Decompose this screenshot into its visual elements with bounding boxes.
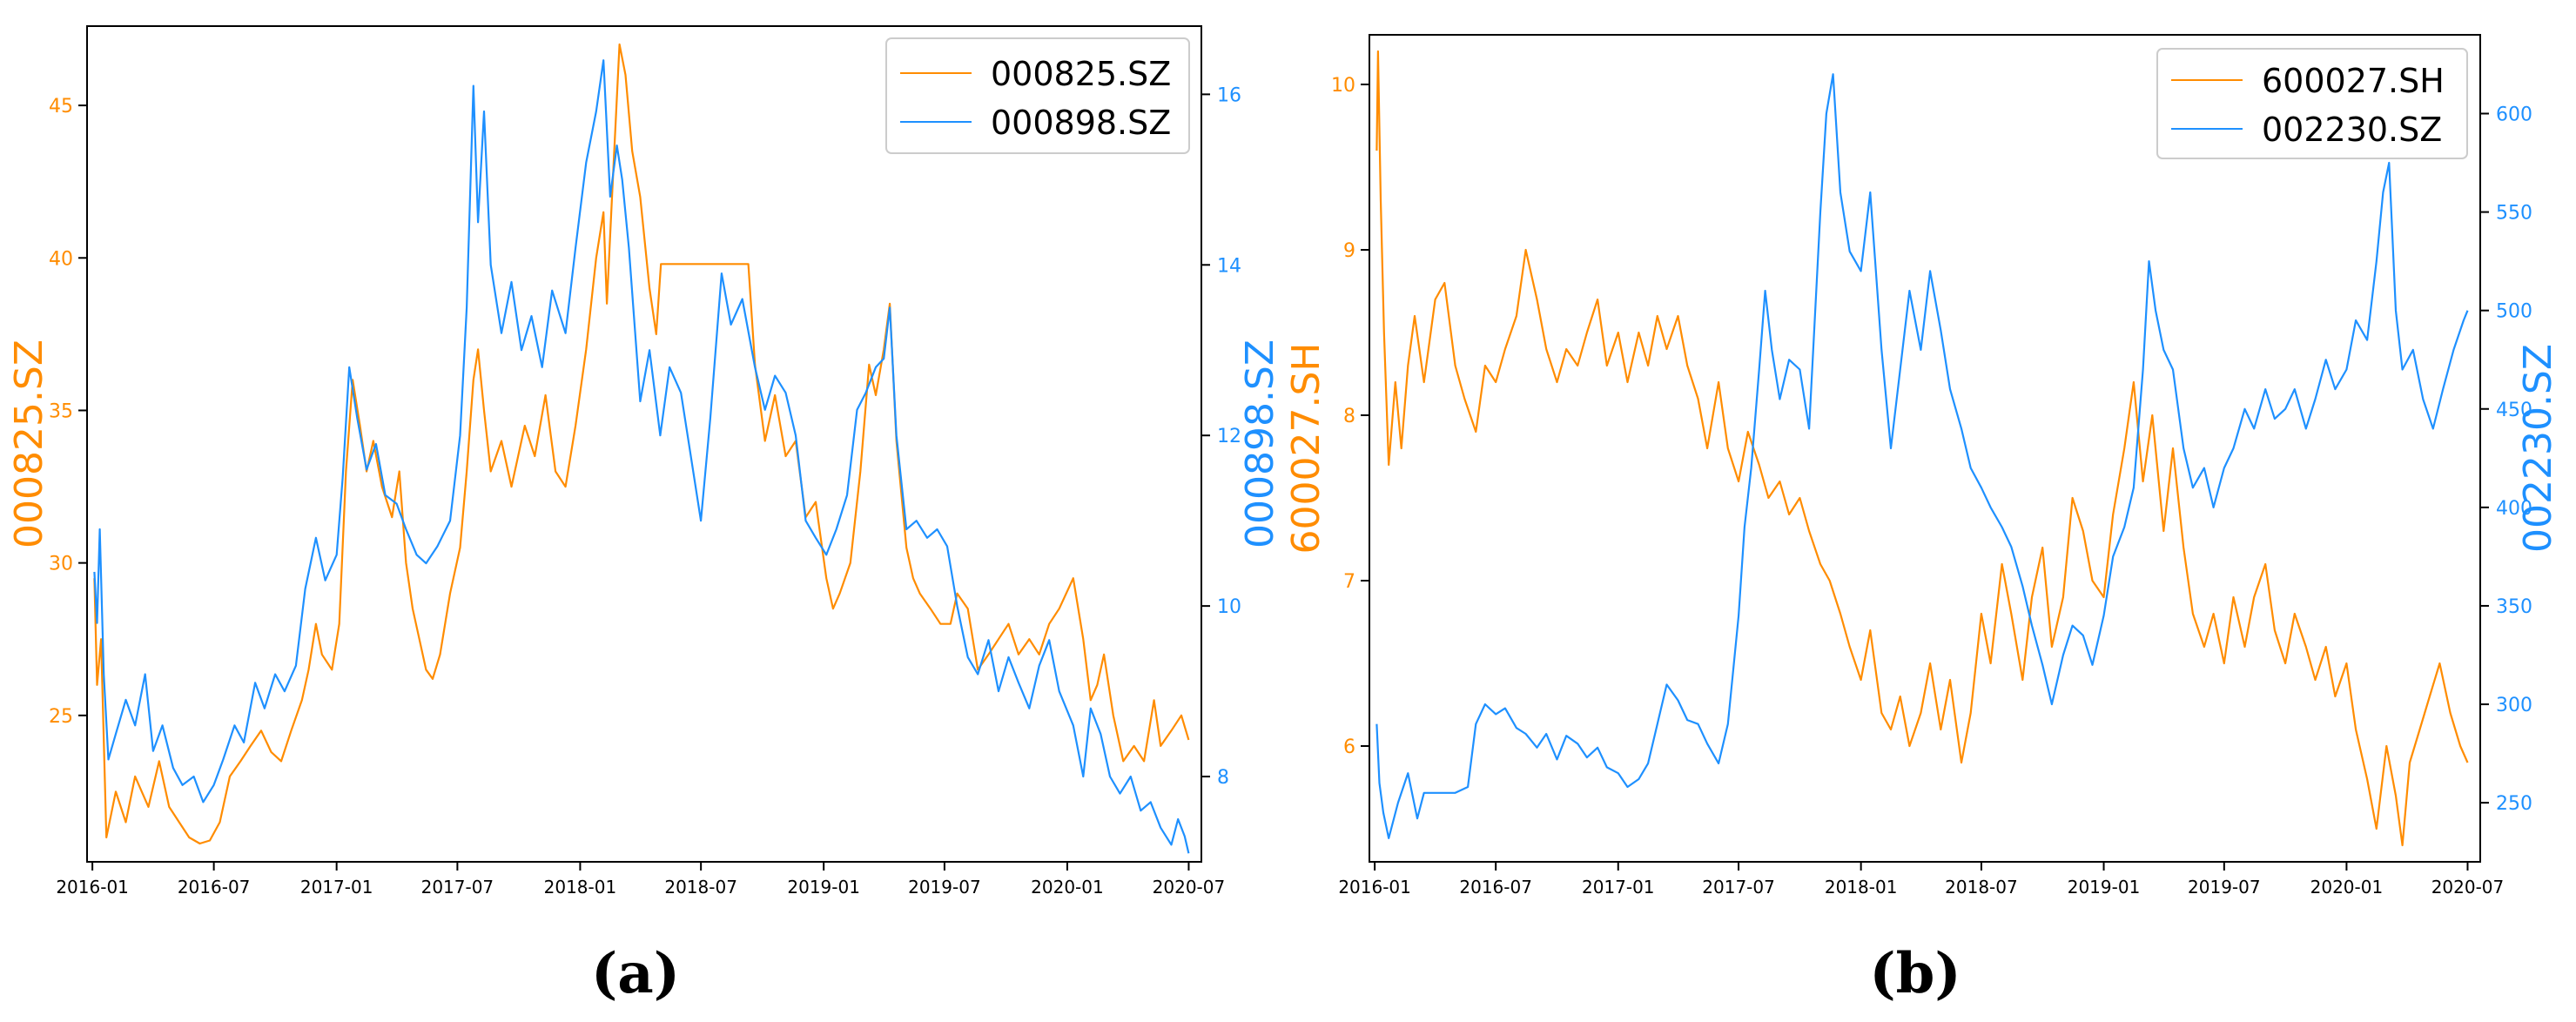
y-axis-left-label-a: 000825.SZ — [7, 340, 51, 548]
x-tick-label: 2016-01 — [1338, 877, 1411, 898]
y-right-tick-label: 450 — [2496, 400, 2532, 421]
series-lines-b — [1375, 50, 2469, 847]
x-tick-label: 2016-01 — [56, 877, 129, 898]
legend-box-b — [2156, 48, 2468, 159]
x-tick-label: 2018-07 — [664, 877, 737, 898]
y-right-tick-label: 400 — [2496, 498, 2532, 520]
x-tick-label: 2017-07 — [1702, 877, 1775, 898]
y-left-tick-label: 9 — [1343, 240, 1355, 262]
legend-b: 600027.SH 002230.SZ — [2156, 48, 2468, 159]
y-left-tick-label: 40 — [49, 248, 73, 270]
y-right-tick-label: 16 — [1217, 84, 1241, 106]
x-axis-a: 2016-01 2016-07 2017-01 2017-07 2018-01 2018-… — [56, 862, 1225, 898]
panel-label-b: (b) — [1869, 941, 1961, 1006]
x-tick-label: 2019-07 — [908, 877, 981, 898]
legend-label-000898: 000898.SZ — [991, 104, 1171, 142]
plot-area-frame-a — [86, 25, 1202, 863]
x-tick-label: 2020-01 — [2310, 877, 2384, 898]
x-tick-label: 2017-07 — [421, 877, 494, 898]
x-tick-label: 2019-01 — [2068, 877, 2141, 898]
y-axis-left-b: 6 7 8 9 10 — [1331, 75, 1369, 758]
y-right-tick-label: 14 — [1217, 255, 1241, 277]
x-axis-b: 2016-01 2016-07 2017-01 2017-07 2018-01 2018-… — [1338, 862, 2504, 898]
y-right-tick-label: 8 — [1217, 767, 1229, 789]
chart-panel-b: 2016-01 2016-07 2017-01 2017-07 2018-01 2018-… — [1284, 34, 2560, 898]
y-left-tick-label: 7 — [1343, 571, 1355, 593]
x-tick-label: 2020-07 — [2431, 877, 2505, 898]
y-right-tick-label: 12 — [1217, 426, 1241, 447]
x-tick-label: 2018-07 — [1945, 877, 2018, 898]
series-line-000898.SZ — [93, 59, 1190, 854]
y-left-tick-label: 30 — [49, 554, 73, 575]
y-right-tick-label: 10 — [1217, 596, 1241, 618]
x-tick-label: 2016-07 — [178, 877, 251, 898]
chart-panel-a: 2016-01 2016-07 2017-01 2017-07 2018-01 2018-… — [7, 25, 1282, 898]
y-right-tick-label: 600 — [2496, 104, 2532, 125]
y-left-tick-label: 10 — [1331, 75, 1355, 97]
y-right-tick-label: 300 — [2496, 695, 2532, 716]
series-lines-a — [93, 43, 1190, 854]
y-axis-left-a: 25 30 35 40 45 — [49, 96, 87, 728]
x-tick-label: 2018-01 — [544, 877, 617, 898]
y-right-tick-label: 550 — [2496, 203, 2532, 225]
legend-label-600027: 600027.SH — [2262, 62, 2445, 100]
x-tick-label: 2019-07 — [2188, 877, 2261, 898]
y-axis-right-label-b: 002230.SZ — [2516, 344, 2560, 553]
legend-box-a — [885, 37, 1190, 154]
y-left-tick-label: 8 — [1343, 406, 1355, 427]
x-tick-label: 2020-01 — [1031, 877, 1104, 898]
y-right-tick-label: 500 — [2496, 301, 2532, 323]
y-left-tick-label: 35 — [49, 400, 73, 422]
x-tick-label: 2016-07 — [1459, 877, 1532, 898]
panel-label-a: (a) — [591, 941, 680, 1006]
legend-label-002230: 002230.SZ — [2262, 111, 2442, 149]
legend-label-000825: 000825.SZ — [991, 55, 1171, 93]
x-tick-label: 2017-01 — [1582, 877, 1655, 898]
series-line-000825.SZ — [93, 43, 1190, 845]
y-right-tick-label: 350 — [2496, 596, 2532, 618]
x-tick-label: 2017-01 — [300, 877, 373, 898]
y-left-tick-label: 45 — [49, 96, 73, 118]
legend-a: 000825.SZ 000898.SZ — [885, 37, 1190, 154]
y-axis-right-b: 250 300 350 400 450 500 550 600 — [2480, 104, 2532, 815]
y-axis-right-a: 8 10 12 14 16 — [1201, 84, 1241, 789]
y-axis-right-label-a: 000898.SZ — [1238, 340, 1282, 548]
x-tick-label: 2018-01 — [1825, 877, 1898, 898]
x-tick-label: 2020-07 — [1153, 877, 1226, 898]
plot-area-frame-b — [1369, 34, 2481, 863]
series-line-600027.SH — [1375, 50, 2469, 847]
y-right-tick-label: 250 — [2496, 793, 2532, 815]
x-tick-label: 2019-01 — [787, 877, 860, 898]
series-line-002230.SZ — [1375, 73, 2469, 840]
y-left-tick-label: 25 — [49, 706, 73, 728]
y-axis-left-label-b: 600027.SH — [1284, 343, 1328, 555]
y-left-tick-label: 6 — [1343, 736, 1355, 758]
